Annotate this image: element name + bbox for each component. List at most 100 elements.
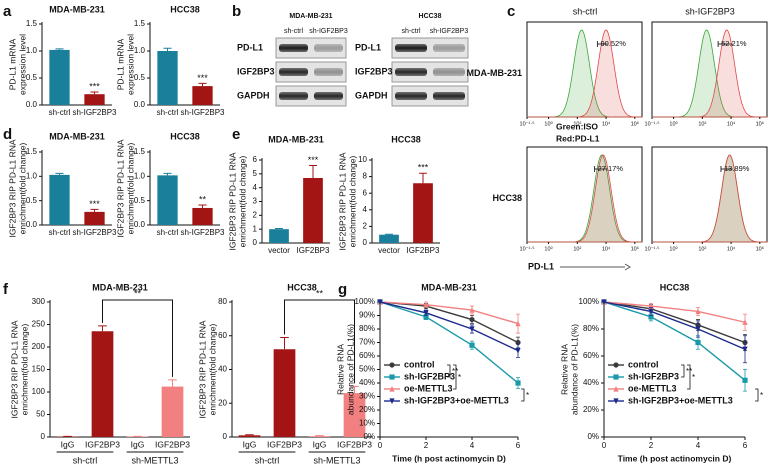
bar: [413, 183, 433, 243]
bar: [303, 177, 323, 243]
bar: [379, 234, 399, 243]
blot-band: [395, 92, 427, 100]
x-tick-label: sh-IGF2BP3: [72, 108, 117, 117]
error-bar: [350, 385, 359, 394]
marker: [377, 299, 383, 306]
bar: [161, 386, 184, 437]
blot-frame: [391, 37, 469, 59]
y-axis-label: enrichment(fold change): [19, 324, 29, 416]
error-bar: [163, 47, 172, 51]
x-tick-label: 0: [378, 441, 383, 450]
legend-label: control: [404, 359, 435, 369]
y-tick-label: 1.0: [26, 46, 38, 55]
series-line: [379, 301, 519, 384]
x-tick-label: 10²: [698, 121, 706, 127]
row-label: IGF2BP3: [355, 66, 393, 76]
y-tick-label: 80%: [359, 324, 375, 333]
lane-label: sh-IGF2BP3: [430, 28, 469, 35]
y-tick-label: 0: [41, 432, 46, 441]
x-tick-label: sh-ctrl: [49, 228, 71, 237]
x-tick-label: vector: [378, 246, 400, 255]
y-axis-label: expression level: [17, 34, 27, 95]
panel-label: b: [232, 3, 241, 20]
bar: [192, 86, 213, 105]
x-tick-label: IgG: [131, 439, 145, 449]
x-tick-label: 10⁰: [669, 245, 678, 252]
marker: [423, 301, 429, 308]
significance-bracket: [521, 388, 525, 402]
y-tick-label: 0: [223, 432, 228, 441]
marker: [695, 326, 701, 333]
error-bar: [198, 82, 207, 87]
gate-label: 13.89%: [724, 164, 750, 173]
bar: [308, 436, 331, 437]
significance-bracket: [447, 364, 451, 378]
histogram-curve: [652, 29, 767, 118]
y-tick-label: 100: [32, 387, 46, 396]
blot-band: [279, 44, 308, 52]
bar: [84, 94, 105, 105]
series-line: [379, 301, 519, 325]
marker: [423, 310, 429, 316]
significance: **: [686, 367, 692, 376]
marker: [695, 308, 701, 315]
significance-bracket: [687, 364, 691, 390]
y-tick-label: 20%: [583, 405, 599, 414]
y-tick-label: 0.5: [134, 73, 146, 82]
error-bar: [168, 379, 177, 387]
group-label: sh-ctrl: [73, 455, 98, 465]
error-bar: [55, 172, 64, 175]
y-tick-label: 50: [36, 410, 45, 419]
marker: [515, 380, 521, 386]
x-tick-label: IGF2BP3: [85, 439, 120, 449]
y-tick-label: 1.0: [134, 171, 146, 180]
error-bar: [419, 172, 427, 184]
x-axis-label: PD-L1: [528, 261, 554, 271]
marker: [742, 377, 748, 383]
x-tick-label: 10⁶: [631, 120, 639, 127]
significance: ***: [197, 73, 208, 83]
y-axis-label: Relative RNA: [335, 344, 345, 395]
gate: [596, 41, 608, 47]
x-tick-label: 10⁻¹·⁵: [520, 120, 535, 127]
legend-label: sh-IGF2BP3: [404, 371, 455, 381]
y-tick-label: 5: [253, 169, 258, 178]
y-axis-label: PD-L1 mRNA: [115, 38, 125, 90]
y-tick-label: 80: [218, 297, 227, 306]
comparison-label: **: [316, 288, 324, 298]
y-tick-label: 0%: [363, 432, 375, 441]
column-title: sh-IGF2BP3: [685, 6, 735, 16]
marker: [469, 326, 475, 333]
x-arrow-head: [624, 263, 631, 271]
lane-label: sh-ctrl: [401, 28, 421, 35]
y-tick-label: 0.0: [26, 220, 38, 229]
significance: *: [458, 373, 461, 382]
x-tick-label: 10⁶: [756, 120, 764, 127]
marker: [515, 320, 521, 327]
series-line: [603, 301, 746, 350]
bar: [49, 49, 70, 105]
column-title: sh-ctrl: [573, 6, 598, 16]
gate-label: 90.52%: [600, 39, 626, 48]
x-tick-label: IgG: [243, 439, 257, 449]
bar: [273, 349, 296, 437]
series-line: [603, 301, 746, 381]
histogram-curve: [527, 154, 643, 243]
x-tick-label: 4: [470, 441, 475, 450]
panel-label: g: [338, 281, 347, 298]
row-label: PD-L1: [237, 42, 263, 52]
y-axis-label: Relative RNA: [559, 344, 569, 395]
error-bar: [90, 208, 99, 212]
error-bar: [245, 434, 254, 436]
histogram-frame: [526, 146, 643, 243]
x-tick-label: 10⁴: [727, 120, 736, 127]
row-label: GAPDH: [355, 90, 388, 100]
error-bar: [309, 165, 317, 178]
histogram-curve: [652, 154, 768, 243]
y-tick-label: 0.0: [26, 100, 38, 109]
y-tick-label: 90%: [359, 311, 375, 320]
y-axis-label: PD-L1 mRNA: [7, 38, 17, 90]
histogram-curve: [527, 29, 643, 118]
y-tick-label: 1.0: [134, 46, 146, 55]
